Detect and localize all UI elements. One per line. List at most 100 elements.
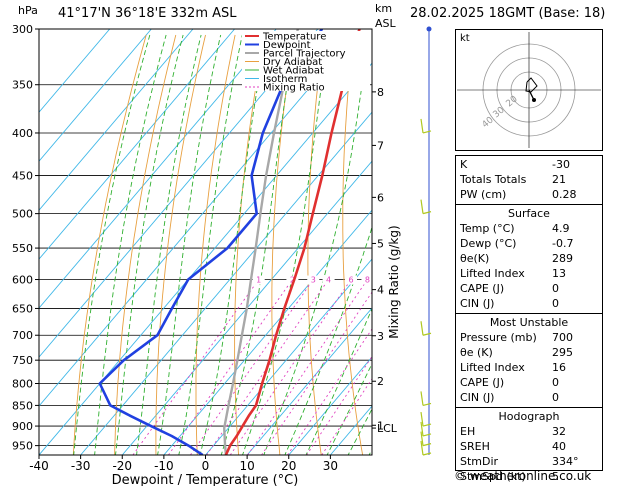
mixing-ratio-label: 6 xyxy=(348,276,353,285)
hodograph-ring-label: 20 xyxy=(505,94,520,109)
location-title: 41°17'N 36°18'E 332m ASL xyxy=(58,6,237,21)
hodograph-trace xyxy=(525,77,538,93)
isotherm-line xyxy=(121,160,372,455)
index-name: CAPE (J) xyxy=(460,376,505,389)
index-name: CIN (J) xyxy=(460,297,495,310)
hodograph-ring-label: 40 xyxy=(481,115,496,130)
wet-adiabat-line xyxy=(326,362,372,455)
wet-adiabat-line xyxy=(157,34,222,455)
pressure-tick-label: 800 xyxy=(12,378,33,391)
mixing-ratio-label: 3 xyxy=(311,276,316,285)
dry-adiabat-line xyxy=(342,34,364,455)
wind-barb xyxy=(420,391,432,406)
pressure-tick-label: 750 xyxy=(12,354,33,367)
index-value: -0.7 xyxy=(552,237,574,250)
index-value: 0 xyxy=(552,297,559,310)
mixing-ratio-axis-label: Mixing Ratio (g/kg) xyxy=(387,225,401,338)
isotherm-line xyxy=(39,29,360,407)
index-row: Lifted Index 16 xyxy=(460,360,598,375)
index-value: 16 xyxy=(552,361,566,374)
wind-barb xyxy=(420,199,432,215)
mixing-ratio-label-bg xyxy=(286,275,299,285)
dry-adiabat-line xyxy=(114,34,177,455)
mixing-ratio-label: 25 xyxy=(432,276,442,285)
dry-adiabat-line xyxy=(195,34,236,455)
index-name: Lifted Index xyxy=(460,361,525,374)
index-row: θe (K) 295 xyxy=(460,345,598,360)
index-name: Lifted Index xyxy=(460,267,525,280)
index-row: θe(K) 289 xyxy=(460,251,598,266)
dry-adiabat-line xyxy=(271,34,295,455)
km-tick-label: 7 xyxy=(377,139,384,152)
lcl-label: LCL xyxy=(377,422,398,435)
index-row: K -30 xyxy=(460,157,598,172)
isotherm-line xyxy=(288,356,372,455)
isotherm-line xyxy=(39,62,372,455)
index-row: PW (cm) 0.28 xyxy=(460,187,598,202)
isotherm-line xyxy=(163,209,372,455)
km-tick-label: 5 xyxy=(377,237,384,250)
wet-adiabat-line xyxy=(94,34,167,455)
index-value: 0 xyxy=(552,282,559,295)
pressure-tick-label: 600 xyxy=(12,274,33,287)
index-value: 5 xyxy=(552,470,559,483)
index-name: StmDir xyxy=(460,455,499,468)
x-tick-label: 20 xyxy=(281,459,296,473)
index-value: 289 xyxy=(552,252,573,265)
index-name: EH xyxy=(460,425,476,438)
mixing-ratio-label: 8 xyxy=(365,276,370,285)
mixing-ratio-label-bg xyxy=(252,275,265,285)
index-name: PW (cm) xyxy=(460,188,507,201)
km-tick-label: 6 xyxy=(377,191,384,204)
mixing-ratio-line xyxy=(229,279,352,455)
mixing-ratio-line xyxy=(168,279,293,455)
dry-adiabat-line xyxy=(307,34,325,455)
wet-adiabat-line xyxy=(263,34,370,455)
index-row: Dewp (°C) -0.7 xyxy=(460,236,598,251)
wet-adiabat-line xyxy=(178,34,243,455)
pressure-tick-label: 950 xyxy=(12,440,33,453)
index-name: Dewp (°C) xyxy=(460,237,517,250)
x-tick-label: -40 xyxy=(29,459,49,473)
index-name: Totals Totals xyxy=(460,173,527,186)
datetime-title: 28.02.2025 18GMT (Base: 18) xyxy=(410,6,605,21)
isotherm-line xyxy=(39,29,111,113)
index-row: CAPE (J) 0 xyxy=(460,375,598,390)
index-name: CIN (J) xyxy=(460,391,495,404)
mixing-ratio-line xyxy=(261,291,372,455)
parcel-trajectory-line xyxy=(222,29,300,455)
index-value: 40 xyxy=(552,440,566,453)
km-tick-label: 2 xyxy=(377,375,384,388)
index-row: CIN (J) 0 xyxy=(460,296,598,311)
index-row: CIN (J) 0 xyxy=(460,390,598,405)
mixing-ratio-label: 2 xyxy=(290,276,295,285)
x-tick-label: 30 xyxy=(323,459,338,473)
mixing-ratio-label-bg xyxy=(361,275,372,285)
index-value: 32 xyxy=(552,425,566,438)
km-tick-label: 3 xyxy=(377,330,384,343)
wet-adiabat-line xyxy=(73,34,151,455)
pressure-tick-label: 900 xyxy=(12,420,33,433)
x-tick-label: 0 xyxy=(202,459,210,473)
index-row: SREH 40 xyxy=(460,439,598,454)
x-axis-label: Dewpoint / Temperature (°C) xyxy=(112,473,299,486)
footer-credit: © weatheronline.co.uk xyxy=(454,469,592,483)
dry-adiabat-line xyxy=(234,34,266,455)
legend-entry: Dewpoint xyxy=(263,40,311,51)
temperature-line xyxy=(224,29,361,455)
mixing-ratio-label: 4 xyxy=(326,276,331,285)
wind-barb xyxy=(420,431,432,447)
mixing-ratio-label: 15 xyxy=(400,276,410,285)
dry-adiabat-line xyxy=(155,34,206,455)
index-row: StmSpd (kt) 5 xyxy=(460,469,598,484)
index-name: SREH xyxy=(460,440,490,453)
hodograph-ring-label: 30 xyxy=(492,105,507,120)
x-tick-label: 10 xyxy=(239,459,254,473)
wind-barb xyxy=(420,411,432,427)
km-tick-label: 8 xyxy=(377,86,384,99)
legend-entry: Isotherm xyxy=(263,74,307,85)
mixing-ratio-label: 20 xyxy=(418,276,428,285)
wet-adiabat-line xyxy=(136,34,202,455)
index-name: K xyxy=(460,158,468,171)
